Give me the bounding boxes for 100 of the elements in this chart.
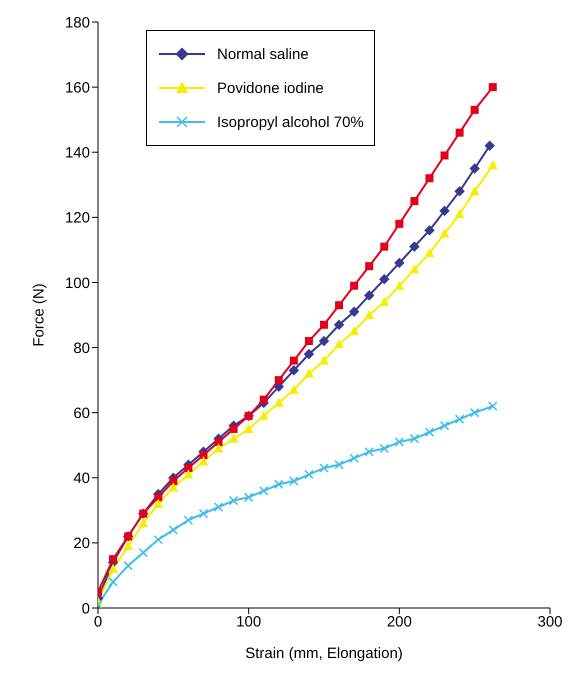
point xyxy=(138,518,148,528)
point xyxy=(365,262,374,270)
point xyxy=(184,469,194,479)
point xyxy=(349,326,359,336)
x-tick-label: 200 xyxy=(386,614,412,631)
point xyxy=(184,515,194,525)
point xyxy=(484,140,495,151)
y-tick-label: 40 xyxy=(73,470,90,488)
y-axis-title: Force (N) xyxy=(30,283,48,347)
point xyxy=(394,258,405,268)
point xyxy=(168,482,178,492)
point xyxy=(424,248,434,258)
point xyxy=(319,355,329,365)
point xyxy=(425,174,434,182)
point xyxy=(304,337,313,346)
point xyxy=(394,280,404,290)
y-tick-label: 140 xyxy=(64,144,90,162)
point xyxy=(244,424,254,433)
y-tick-label: 180 xyxy=(64,14,90,32)
point xyxy=(424,225,435,236)
point xyxy=(409,241,420,252)
point xyxy=(380,444,390,454)
point xyxy=(440,151,449,160)
y-tick-label: 60 xyxy=(73,404,90,422)
point xyxy=(364,310,374,319)
x-axis-title: Strain (mm, Elongation) xyxy=(245,645,403,662)
point xyxy=(488,83,497,92)
point xyxy=(184,464,192,472)
point xyxy=(320,320,328,329)
point xyxy=(349,453,359,463)
point xyxy=(169,477,178,486)
legend-label: Povidone iodine xyxy=(217,80,324,96)
point xyxy=(348,306,360,317)
point xyxy=(138,548,148,558)
point xyxy=(199,450,208,459)
point xyxy=(304,470,314,480)
point xyxy=(454,186,465,196)
point xyxy=(470,186,480,196)
point xyxy=(123,540,133,550)
point xyxy=(244,492,254,502)
point xyxy=(274,376,283,384)
point xyxy=(153,498,164,508)
point xyxy=(469,163,480,174)
point xyxy=(440,228,450,238)
point xyxy=(318,336,330,346)
point xyxy=(228,434,238,443)
point xyxy=(289,384,299,394)
point xyxy=(488,160,498,170)
point xyxy=(470,106,479,114)
x-tick-label: 300 xyxy=(537,614,563,631)
legend-label: Isopropyl alcohol 70% xyxy=(217,114,364,130)
point xyxy=(334,339,344,348)
point xyxy=(364,290,374,301)
x-tick-label: 0 xyxy=(94,614,102,631)
point xyxy=(289,476,299,486)
point xyxy=(258,410,269,420)
point xyxy=(364,446,374,456)
point xyxy=(410,434,420,444)
point xyxy=(123,560,133,570)
point xyxy=(290,356,298,365)
legend-label: Normal saline xyxy=(217,46,309,62)
point xyxy=(274,480,284,490)
point xyxy=(350,282,358,290)
point xyxy=(395,220,404,228)
point xyxy=(198,508,208,518)
point xyxy=(439,206,450,216)
point xyxy=(440,420,450,430)
point xyxy=(488,401,498,411)
point xyxy=(304,368,314,378)
point xyxy=(410,197,418,206)
point xyxy=(230,424,238,433)
point xyxy=(334,460,344,470)
y-tick-label: 80 xyxy=(73,340,90,357)
point xyxy=(304,348,314,360)
point xyxy=(228,496,238,506)
point xyxy=(154,493,162,502)
point xyxy=(379,274,390,284)
point xyxy=(454,414,464,424)
point xyxy=(214,438,223,446)
point xyxy=(454,208,464,218)
point xyxy=(470,408,480,418)
point xyxy=(380,242,388,251)
point xyxy=(335,301,344,310)
y-tick-label: 20 xyxy=(73,535,90,552)
point xyxy=(260,396,268,404)
y-tick-label: 120 xyxy=(64,210,90,227)
point xyxy=(214,502,224,512)
point xyxy=(198,456,208,466)
y-tick-label: 100 xyxy=(64,274,90,292)
x-tick-label: 100 xyxy=(236,614,262,631)
point xyxy=(214,443,224,452)
y-tick-label: 160 xyxy=(64,79,90,96)
point xyxy=(108,564,118,573)
point xyxy=(109,555,118,564)
point xyxy=(258,486,268,496)
point xyxy=(334,320,344,330)
point xyxy=(168,525,178,535)
point xyxy=(379,296,390,306)
point xyxy=(456,128,464,137)
point xyxy=(154,534,164,544)
